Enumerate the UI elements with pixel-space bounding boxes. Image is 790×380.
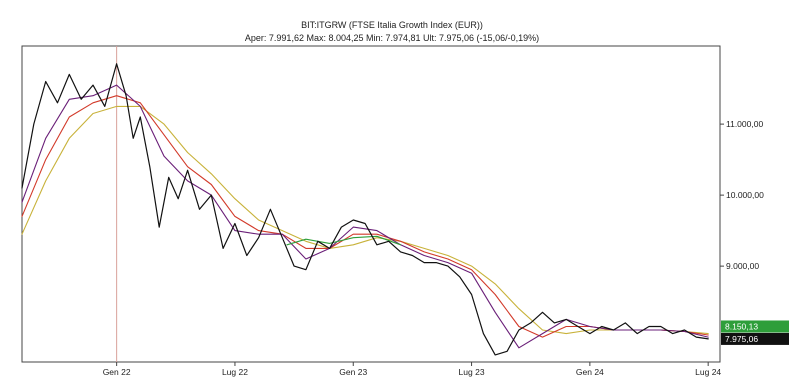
series-ma1-line — [21, 84, 709, 349]
y-tick-label: 10.000,00 — [726, 190, 764, 200]
last-value-badge — [721, 320, 789, 333]
last-value-text: 7.975,06 — [725, 334, 758, 344]
last-value-labels: 8.150,13 7.975,06 — [721, 320, 789, 345]
x-tick-label: Lug 22 — [222, 367, 248, 377]
x-tick-label: Gen 23 — [339, 367, 367, 377]
y-tick-label: 9.000,00 — [726, 261, 759, 271]
y-tick-label: 11.000,00 — [726, 119, 763, 129]
series-price-line — [21, 63, 709, 356]
x-axis: Gen 22 Lug 22 Gen 23 Lug 23 Gen 24 Lug 24 — [103, 362, 721, 377]
series-ma4-line — [286, 235, 402, 246]
series-ma3-line — [21, 105, 709, 335]
plot-frame — [21, 45, 721, 363]
chart-title: BIT:ITGRW (FTSE Italia Growth Index (EUR… — [301, 20, 483, 30]
chart-subtitle: Aper: 7.991,62 Max: 8.004,25 Min: 7.974,… — [245, 33, 539, 43]
x-tick-label: Gen 24 — [576, 367, 604, 377]
x-tick-label: Gen 22 — [103, 367, 131, 377]
x-tick-label: Lug 23 — [459, 367, 485, 377]
y-axis: 9.000,00 10.000,00 11.000,00 — [720, 119, 764, 271]
series-layer — [21, 46, 709, 362]
last-value-badge — [721, 332, 789, 345]
last-value-text: 8.150,13 — [725, 321, 758, 331]
x-tick-label: Lug 24 — [695, 367, 721, 377]
